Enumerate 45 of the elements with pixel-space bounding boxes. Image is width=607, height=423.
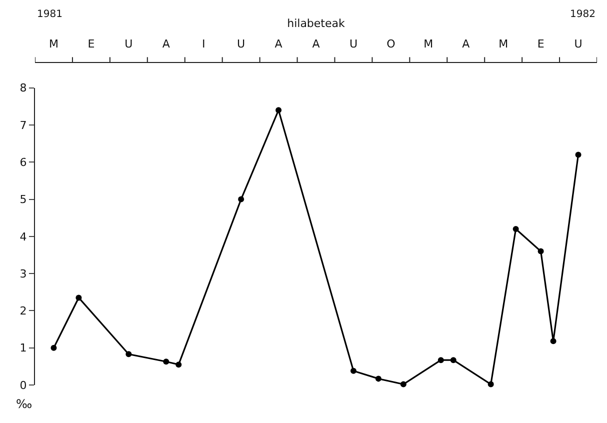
y-tick-label: 2 [20, 304, 27, 318]
x-tick-label: U [124, 38, 133, 51]
y-tick-label: 6 [20, 156, 27, 169]
point [176, 362, 182, 368]
y-tick-label: 0 [20, 378, 27, 392]
point [76, 294, 82, 301]
x-tick-label: A [462, 38, 470, 51]
point [488, 381, 494, 388]
point [550, 338, 556, 344]
x-tick-label: I [202, 38, 206, 51]
x-tick-label: A [274, 38, 283, 51]
y-tick-label: 5 [20, 193, 27, 206]
x-tick-label: A [312, 38, 320, 51]
x-tick-label: A [162, 38, 170, 51]
point [276, 107, 282, 114]
x-axis-title: hilabeteak [287, 17, 346, 30]
text: 1982 [570, 9, 596, 20]
y-tick-label: 4 [20, 230, 27, 244]
point [400, 381, 406, 388]
y-tick-label: 3 [20, 267, 27, 280]
x-tick-label: U [574, 38, 582, 51]
point [126, 351, 132, 358]
x-tick-label: M [424, 38, 434, 51]
point [163, 358, 170, 365]
x-tick-label: U [237, 38, 246, 51]
x-tick-label: M [498, 38, 508, 51]
y-axis-title: ‰ [16, 397, 32, 411]
point [450, 357, 456, 364]
x-tick-label: E [537, 38, 544, 51]
point [350, 368, 356, 374]
text: 1981 [37, 9, 62, 20]
point [50, 344, 57, 351]
y-tick-label: 1 [20, 342, 27, 355]
point [375, 376, 382, 382]
x-tick-label: M [48, 38, 58, 51]
y-tick-label: 8 [20, 82, 27, 95]
y-tick-label: 7 [20, 118, 27, 132]
point [238, 196, 244, 202]
x-tick-label: O [386, 38, 396, 51]
x-tick-label: U [349, 38, 358, 51]
point [538, 248, 544, 254]
x-tick-label: E [88, 38, 95, 51]
point [575, 152, 582, 158]
point [512, 226, 519, 232]
point [438, 357, 444, 364]
